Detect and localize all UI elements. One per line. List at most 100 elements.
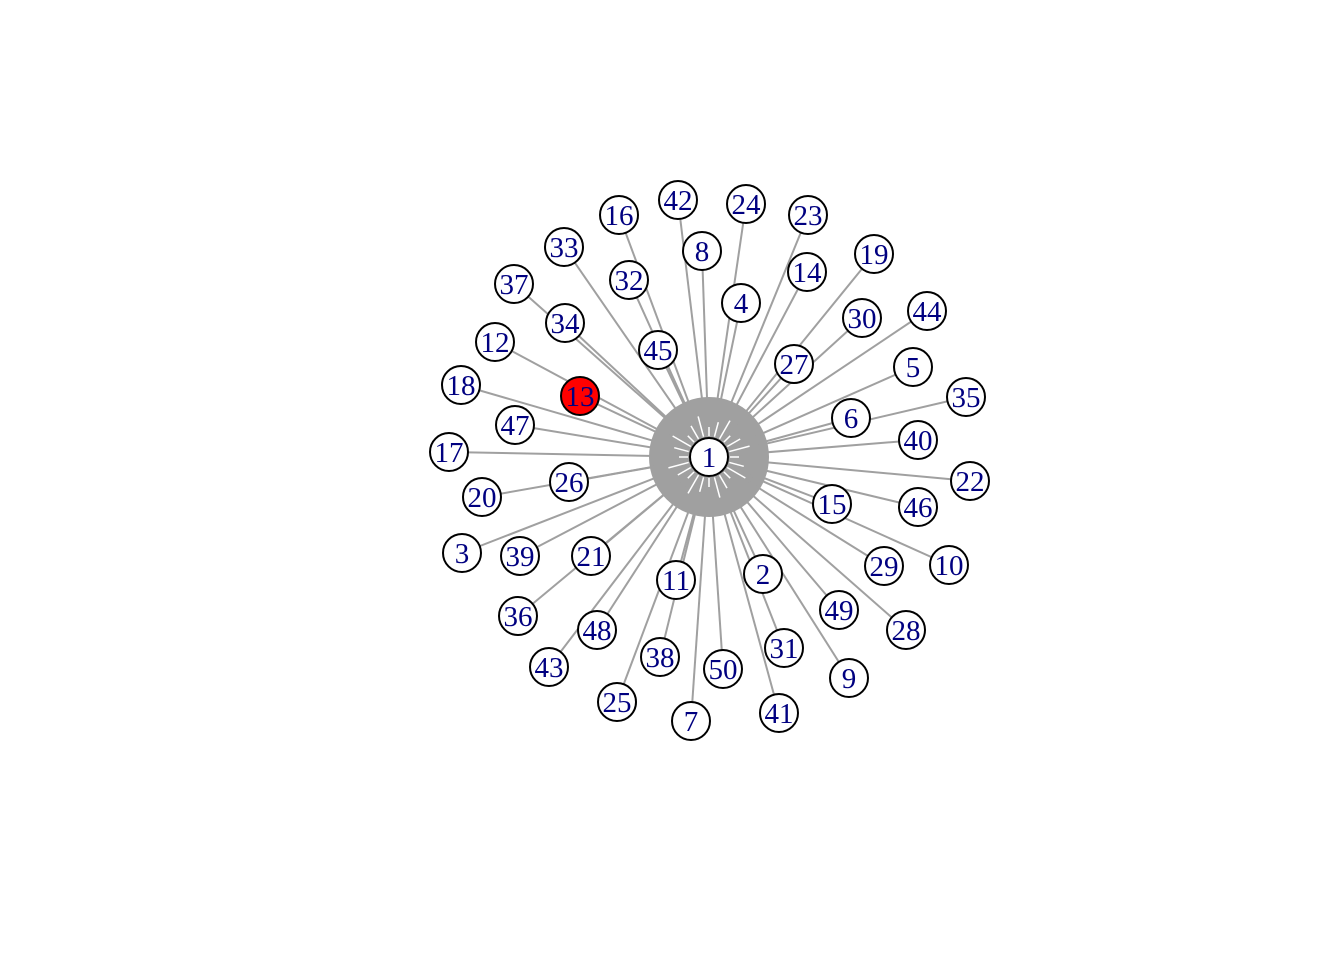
node-36: 36 xyxy=(498,596,538,636)
node-41: 41 xyxy=(759,693,799,733)
node-label-25: 25 xyxy=(603,687,632,719)
node-label-28: 28 xyxy=(892,615,921,647)
node-circle-30 xyxy=(842,298,882,338)
edge-1-36 xyxy=(517,456,710,617)
node-label-39: 39 xyxy=(506,541,535,573)
node-label-18: 18 xyxy=(447,370,476,402)
edge-1-12 xyxy=(494,341,710,458)
node-label-32: 32 xyxy=(615,265,644,297)
node-label-19: 19 xyxy=(860,239,889,271)
node-50: 50 xyxy=(703,649,743,689)
edge-1-4 xyxy=(708,302,742,458)
node-label-17: 17 xyxy=(435,437,464,469)
node-label-2: 2 xyxy=(756,559,771,591)
node-27: 27 xyxy=(774,344,814,384)
node-circle-50 xyxy=(703,649,743,689)
node-circle-23 xyxy=(788,195,828,235)
node-circle-31 xyxy=(764,628,804,668)
node-label-11: 11 xyxy=(662,565,690,597)
node-circle-3 xyxy=(442,533,482,573)
node-label-34: 34 xyxy=(551,308,581,340)
node-label-22: 22 xyxy=(956,466,985,498)
node-33: 33 xyxy=(544,227,584,267)
node-label-44: 44 xyxy=(913,296,943,328)
node-label-36: 36 xyxy=(504,601,533,633)
edge-1-24 xyxy=(708,203,747,458)
node-circle-19 xyxy=(854,234,894,274)
node-label-14: 14 xyxy=(793,257,823,289)
hub-spoke xyxy=(726,466,746,479)
node-46: 46 xyxy=(898,487,938,527)
hub-spoke xyxy=(687,471,695,479)
node-circle-12 xyxy=(475,322,515,362)
hub-spoke xyxy=(687,474,700,494)
edge-1-40 xyxy=(708,439,919,458)
hub-spoke xyxy=(677,466,692,476)
node-32: 32 xyxy=(609,260,649,300)
hub-spoke xyxy=(713,422,720,437)
edge-1-31 xyxy=(708,456,785,649)
node-23: 23 xyxy=(788,195,828,235)
hub-spoke xyxy=(713,477,721,498)
edge-1-48 xyxy=(596,456,710,631)
node-49: 49 xyxy=(819,590,859,630)
node-circle-8 xyxy=(682,231,722,271)
edge-1-3 xyxy=(461,456,710,554)
node-label-46: 46 xyxy=(904,492,933,524)
node-label-42: 42 xyxy=(664,185,693,217)
node-label-45: 45 xyxy=(644,335,673,367)
node-circle-44 xyxy=(907,291,947,331)
hub-spoke xyxy=(723,435,731,443)
edge-1-33 xyxy=(563,246,710,458)
hub-spoke xyxy=(690,425,700,440)
hub-spoke xyxy=(697,416,705,437)
node-39: 39 xyxy=(500,536,540,576)
edge-1-50 xyxy=(708,456,724,670)
node-label-3: 3 xyxy=(455,538,470,570)
node-circle-36 xyxy=(498,596,538,636)
node-circle-46 xyxy=(898,487,938,527)
node-label-38: 38 xyxy=(646,642,675,674)
node-circle-38 xyxy=(640,637,680,677)
edge-1-17 xyxy=(448,451,710,458)
node-38: 38 xyxy=(640,637,680,677)
node-label-10: 10 xyxy=(935,550,964,582)
node-18: 18 xyxy=(441,365,481,405)
node-circle-28 xyxy=(886,610,926,650)
node-1: 1 xyxy=(689,437,729,477)
node-25: 25 xyxy=(597,682,637,722)
node-circle-13 xyxy=(560,376,600,416)
node-circle-49 xyxy=(819,590,859,630)
edge-1-49 xyxy=(708,456,840,611)
edge-1-2 xyxy=(708,456,764,575)
node-circle-10 xyxy=(929,545,969,585)
node-24: 24 xyxy=(726,184,766,224)
edge-1-42 xyxy=(677,199,710,458)
edge-1-5 xyxy=(708,366,914,458)
edge-1-46 xyxy=(708,456,919,508)
node-label-1: 1 xyxy=(702,442,717,474)
node-circle-47 xyxy=(495,405,535,445)
node-35: 35 xyxy=(946,377,986,417)
node-label-6: 6 xyxy=(844,403,859,435)
node-layer: 1234567891011121314151617181920212223242… xyxy=(429,180,990,741)
edge-1-26 xyxy=(568,456,710,483)
node-circle-18 xyxy=(441,365,481,405)
edge-1-47 xyxy=(514,424,710,458)
node-circle-16 xyxy=(599,195,639,235)
node-label-9: 9 xyxy=(842,663,857,695)
hub-spoke xyxy=(723,471,731,479)
node-circle-39 xyxy=(500,536,540,576)
node-circle-35 xyxy=(946,377,986,417)
node-circle-21 xyxy=(571,536,611,576)
edge-1-14 xyxy=(708,271,808,458)
node-9: 9 xyxy=(829,658,869,698)
node-22: 22 xyxy=(950,461,990,501)
node-19: 19 xyxy=(854,234,894,274)
node-circle-42 xyxy=(658,180,698,220)
node-label-23: 23 xyxy=(794,200,823,232)
node-20: 20 xyxy=(462,477,502,517)
edge-1-23 xyxy=(708,214,809,458)
node-16: 16 xyxy=(599,195,639,235)
